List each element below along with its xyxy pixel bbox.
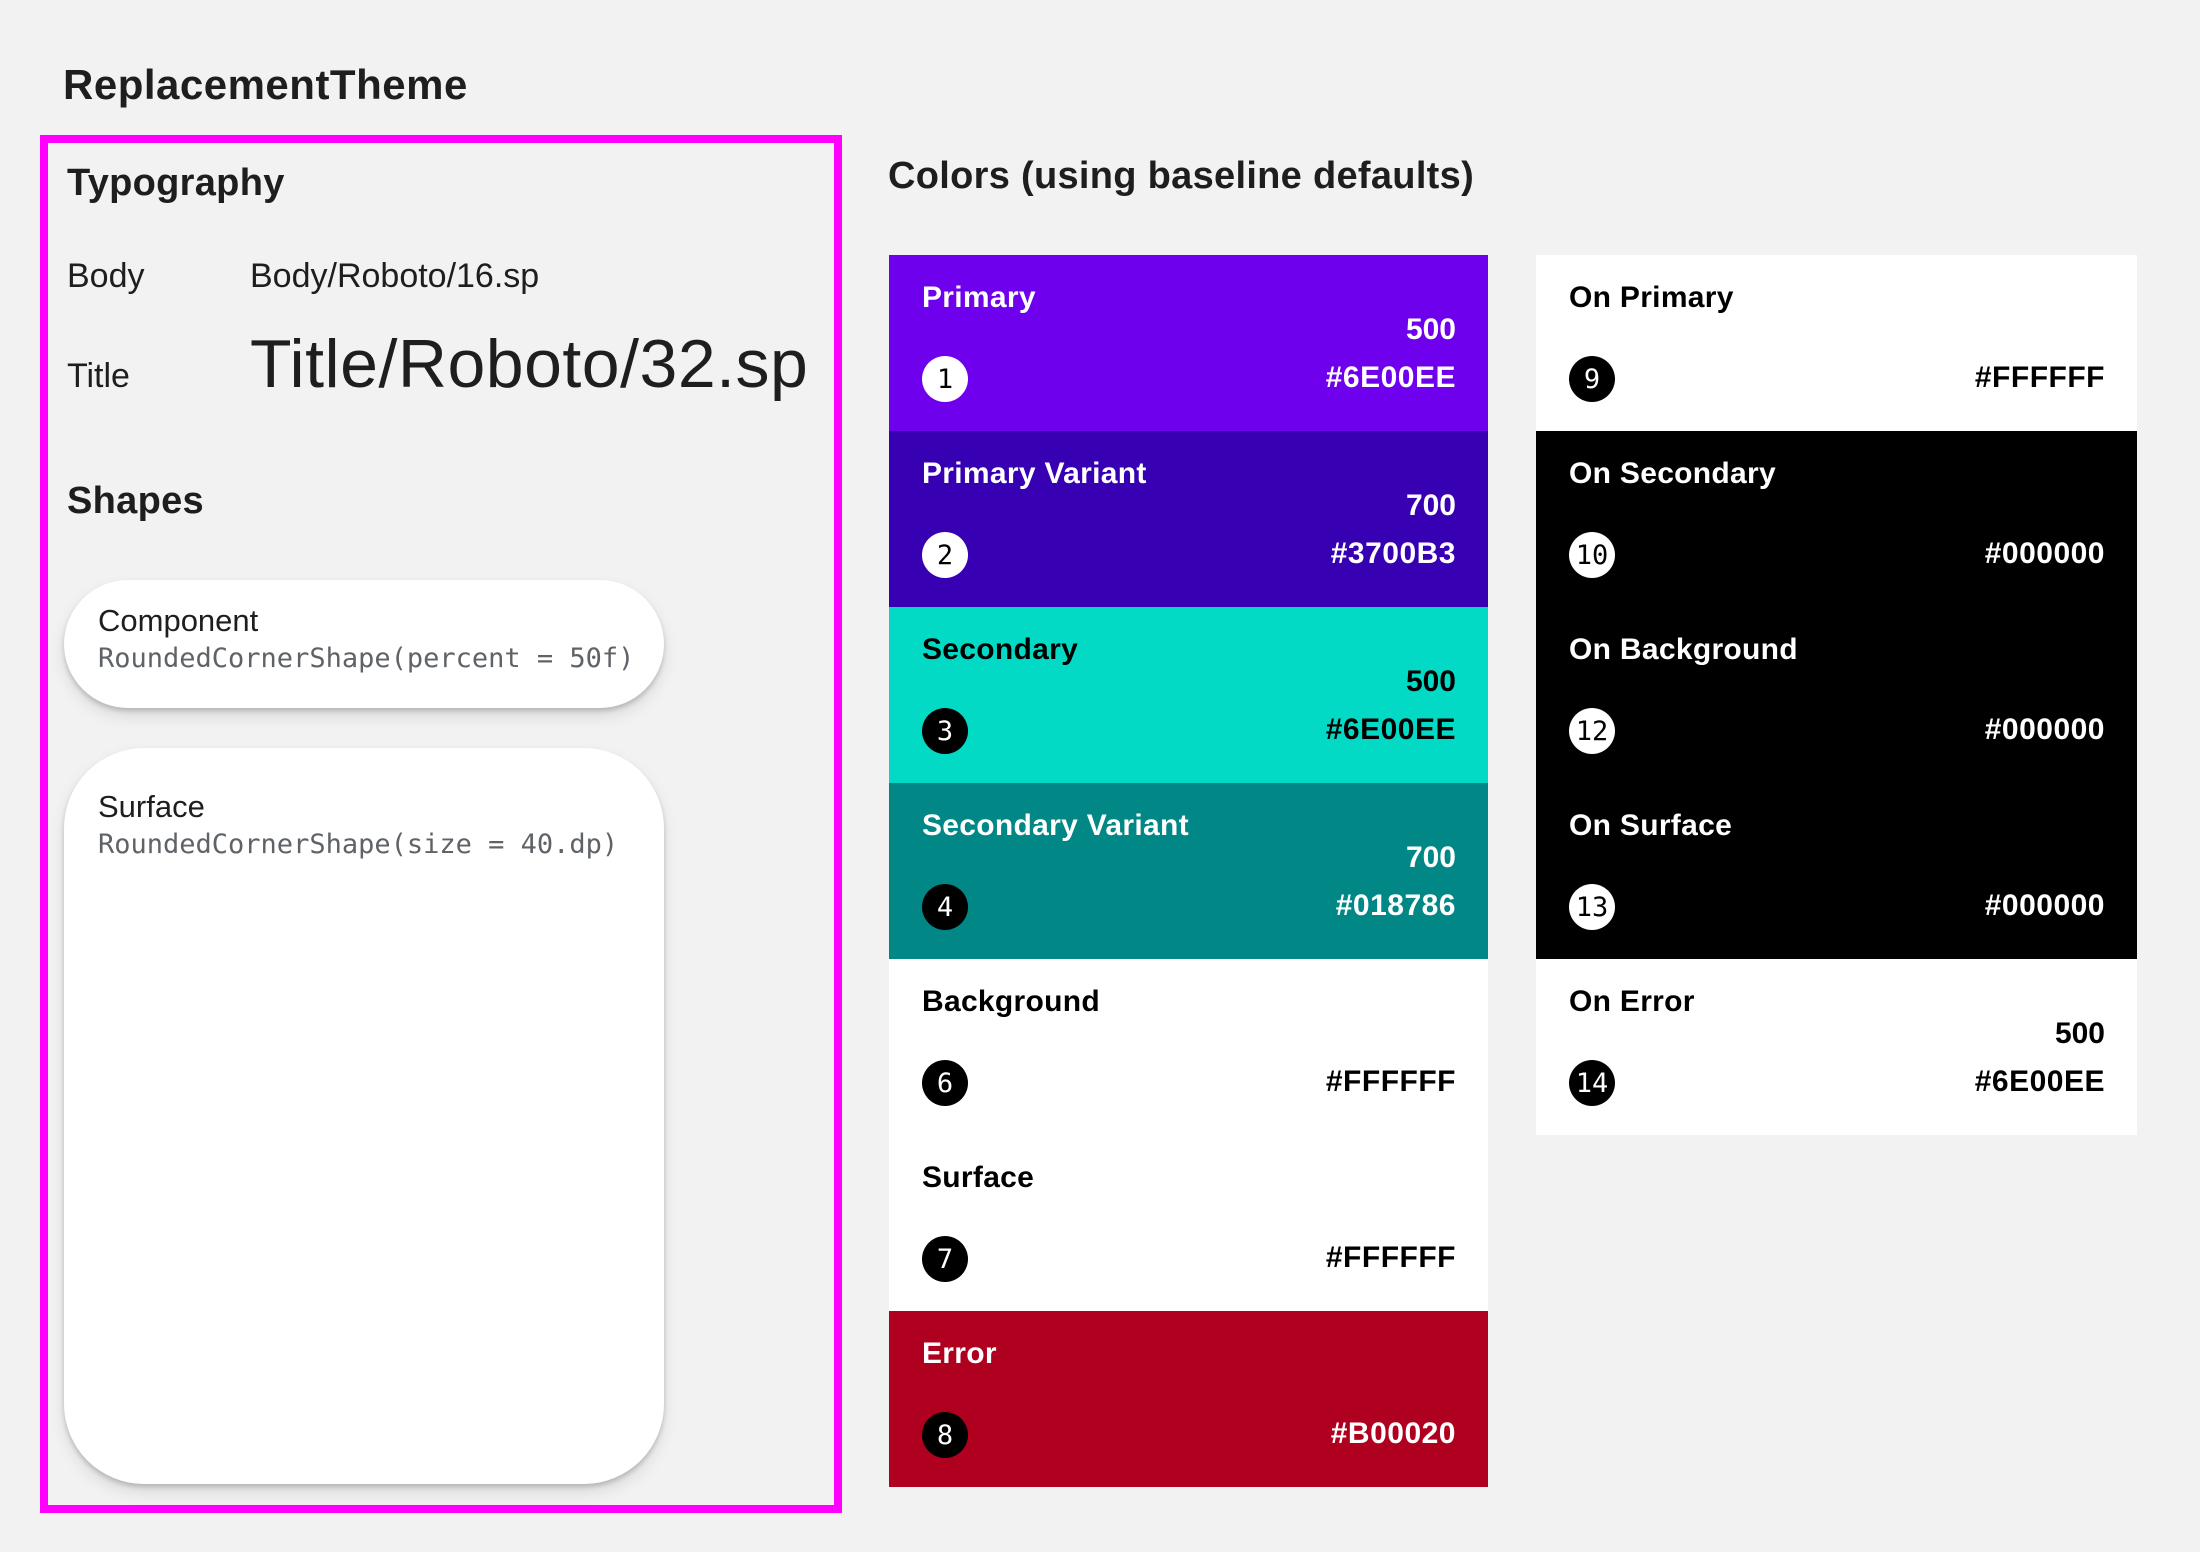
swatch-name: Secondary Variant [922, 809, 1189, 842]
swatch-value: 700 [1405, 841, 1456, 874]
swatch-error: Error 8 #B00020 [889, 1311, 1488, 1487]
colors-heading: Colors (using baseline defaults) [888, 155, 1475, 197]
surface-shape-card: Surface RoundedCornerShape(size = 40.dp) [64, 748, 664, 1484]
swatch-value: 700 [1405, 489, 1456, 522]
swatch-primary: Primary 500 1 #6E00EE [889, 255, 1488, 431]
swatch-name: Secondary [922, 633, 1079, 666]
swatch-hex: #3700B3 [1330, 537, 1456, 570]
swatch-name: On Error [1569, 985, 1695, 1018]
swatch-value: 500 [1405, 313, 1456, 346]
swatch-hex: #000000 [1984, 713, 2105, 746]
swatch-name: Error [922, 1337, 997, 1370]
swatch-index-badge: 2 [922, 532, 968, 578]
swatch-hex: #6E00EE [1974, 1065, 2105, 1098]
swatch-index-badge: 4 [922, 884, 968, 930]
swatch-name: Primary [922, 281, 1036, 314]
swatch-name: On Background [1569, 633, 1798, 666]
swatch-hex: #FFFFFF [1325, 1065, 1456, 1098]
swatch-primary-variant: Primary Variant 700 2 #3700B3 [889, 431, 1488, 607]
swatch-index-badge: 7 [922, 1236, 968, 1282]
typography-title-label: Title [67, 357, 130, 395]
swatch-name: Surface [922, 1161, 1035, 1194]
swatch-surface: Surface 7 #FFFFFF [889, 1135, 1488, 1311]
typography-heading: Typography [67, 162, 285, 204]
replacement-theme-outline: Typography Body Body/Roboto/16.sp Title … [40, 135, 842, 1513]
swatch-secondary: Secondary 500 3 #6E00EE [889, 607, 1488, 783]
typography-title-sample: Title/Roboto/32.sp [250, 326, 809, 402]
swatch-index-badge: 8 [922, 1412, 968, 1458]
swatch-on-error: On Error 500 14 #6E00EE [1536, 959, 2137, 1135]
swatch-index-badge: 12 [1569, 708, 1615, 754]
swatch-index-badge: 1 [922, 356, 968, 402]
swatch-name: On Primary [1569, 281, 1734, 314]
swatch-index-badge: 6 [922, 1060, 968, 1106]
swatch-on-background: On Background 12 #000000 [1536, 607, 2137, 783]
swatch-on-secondary: On Secondary 10 #000000 [1536, 431, 2137, 607]
shapes-heading: Shapes [67, 480, 204, 522]
swatch-hex: #018786 [1335, 889, 1456, 922]
swatch-hex: #B00020 [1330, 1417, 1456, 1450]
swatch-index-badge: 13 [1569, 884, 1615, 930]
swatch-secondary-variant: Secondary Variant 700 4 #018786 [889, 783, 1488, 959]
surface-shape-code: RoundedCornerShape(size = 40.dp) [98, 829, 619, 860]
component-shape-code: RoundedCornerShape(percent = 50f) [98, 643, 635, 674]
swatch-background: Background 6 #FFFFFF [889, 959, 1488, 1135]
component-shape-name: Component [98, 603, 259, 638]
swatch-index-badge: 14 [1569, 1060, 1615, 1106]
swatch-index-badge: 3 [922, 708, 968, 754]
colors-column-on: On Primary 9 #FFFFFF On Secondary 10 #00… [1536, 255, 2137, 1135]
swatch-index-badge: 9 [1569, 356, 1615, 402]
swatch-value: 500 [1405, 665, 1456, 698]
swatch-hex: #FFFFFF [1974, 361, 2105, 394]
swatch-name: On Secondary [1569, 457, 1776, 490]
swatch-hex: #6E00EE [1325, 713, 1456, 746]
swatch-hex: #FFFFFF [1325, 1241, 1456, 1274]
swatch-name: Primary Variant [922, 457, 1147, 490]
typography-body-label: Body [67, 257, 145, 295]
component-shape-card: Component RoundedCornerShape(percent = 5… [64, 580, 664, 708]
swatch-index-badge: 10 [1569, 532, 1615, 578]
typography-row-title: Title Title/Roboto/32.sp [67, 325, 808, 403]
surface-shape-name: Surface [98, 789, 205, 824]
swatch-name: On Surface [1569, 809, 1733, 842]
swatch-name: Background [922, 985, 1101, 1018]
swatch-on-surface: On Surface 13 #000000 [1536, 783, 2137, 959]
typography-row-body: Body Body/Roboto/16.sp [67, 257, 539, 296]
swatch-hex: #000000 [1984, 889, 2105, 922]
colors-column-main: Primary 500 1 #6E00EE Primary Variant 70… [889, 255, 1488, 1487]
swatch-hex: #000000 [1984, 537, 2105, 570]
typography-body-sample: Body/Roboto/16.sp [250, 257, 540, 295]
swatch-hex: #6E00EE [1325, 361, 1456, 394]
swatch-value: 500 [2054, 1017, 2105, 1050]
page-title: ReplacementTheme [63, 61, 468, 108]
swatch-on-primary: On Primary 9 #FFFFFF [1536, 255, 2137, 431]
